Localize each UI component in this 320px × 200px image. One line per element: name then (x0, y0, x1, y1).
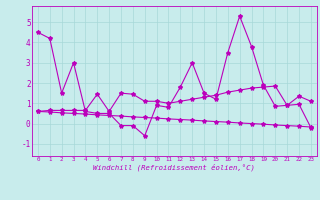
X-axis label: Windchill (Refroidissement éolien,°C): Windchill (Refroidissement éolien,°C) (93, 164, 255, 171)
